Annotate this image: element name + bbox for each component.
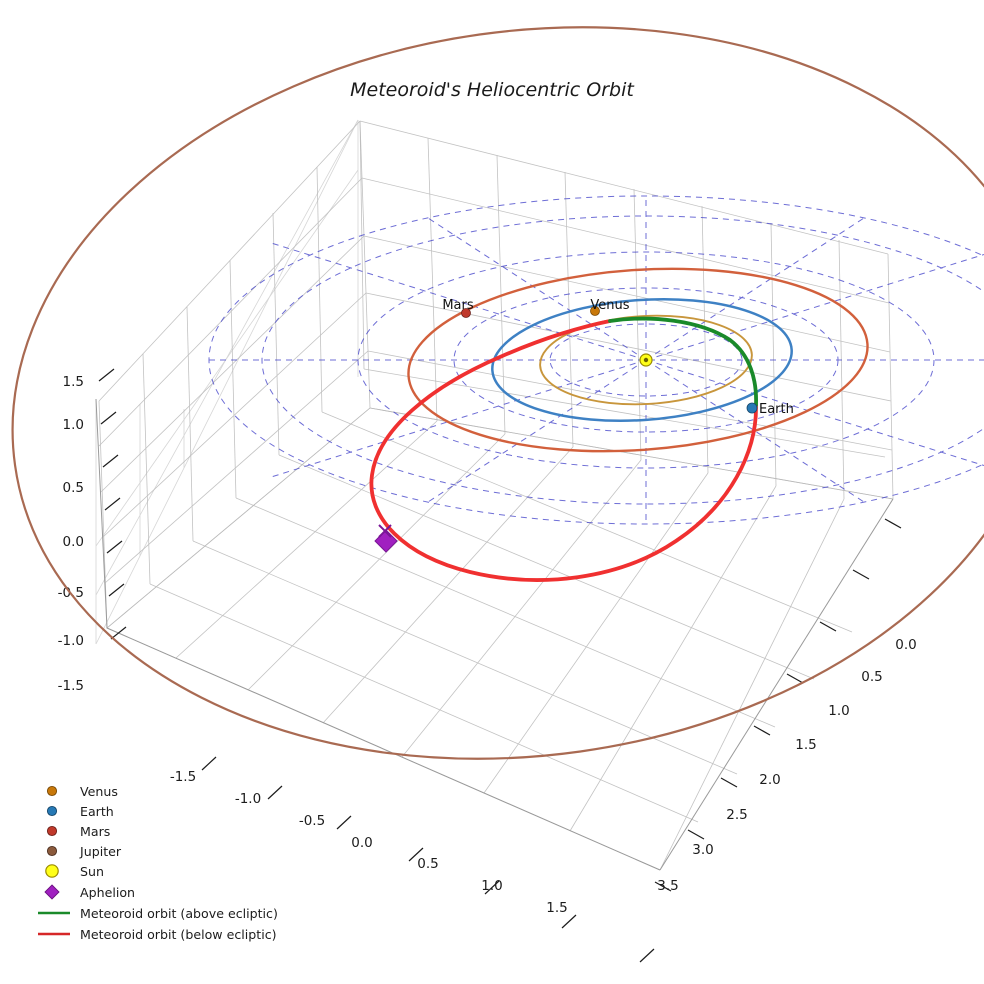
left-pane-grid: [95, 119, 359, 645]
marker-mars: [461, 308, 471, 318]
earth-orbit-path: [491, 297, 793, 423]
z-tick-label-2: 0.5: [63, 480, 84, 496]
label-mars: Mars: [442, 298, 474, 313]
label-venus: Venus: [590, 298, 629, 313]
x-axis-ticks: -1.5 -1.0 -0.5 0.0 0.5 1.0 1.5: [170, 756, 655, 963]
legend-item-mars[interactable]: Mars: [46, 824, 110, 839]
page-title: Meteoroid's Heliocentric Orbit: [350, 79, 635, 101]
legend-label-meteoroid-below: Meteoroid orbit (below ecliptic): [80, 927, 277, 942]
legend-label-aphelion: Aphelion: [80, 885, 135, 900]
x-tick-label-5: 1.0: [481, 878, 502, 894]
y-tick-label-3: 1.5: [795, 737, 816, 753]
polar-grid: [208, 195, 984, 525]
legend-marker-jupiter-icon: [46, 845, 58, 857]
meteoroid-orbit: [369, 316, 758, 582]
legend-item-meteoroid-below[interactable]: Meteoroid orbit (below ecliptic): [38, 927, 277, 942]
body-markers: Mars Venus Earth: [442, 298, 794, 417]
x-tick-label-2: -0.5: [299, 813, 325, 829]
axes3d-spines: [95, 398, 894, 871]
y-tick-label-7: 3.5: [657, 878, 678, 894]
legend-marker-venus-icon: [46, 785, 58, 797]
legend-label-sun: Sun: [80, 864, 104, 879]
venus-orbit-path: [539, 314, 753, 406]
aphelion-marker: [374, 524, 398, 553]
mars-orbit-path: [407, 267, 869, 453]
legend-item-venus[interactable]: Venus: [46, 784, 118, 799]
marker-venus: [590, 306, 600, 316]
legend-item-jupiter[interactable]: Jupiter: [46, 844, 122, 859]
legend-label-venus: Venus: [80, 784, 118, 799]
legend-label-earth: Earth: [80, 804, 114, 819]
y-axis-spine: [659, 498, 894, 871]
legend: Venus Earth Mars Jupiter Sun Aphelion: [38, 784, 278, 942]
meteoroid-orbit-below-path: [369, 319, 758, 582]
jupiter-orbit: [11, 26, 984, 760]
meteoroid-orbit-above-path: [608, 316, 758, 407]
z-axis-ticks: 1.5 1.0 0.5 0.0 -0.5 -1.0 -1.5: [58, 368, 127, 694]
legend-marker-earth-icon: [46, 805, 58, 817]
aphelion-x-icon: [378, 524, 392, 538]
legend-marker-sun-icon: [45, 864, 59, 878]
label-earth: Earth: [759, 402, 794, 417]
legend-label-jupiter: Jupiter: [79, 844, 122, 859]
marker-earth: [746, 402, 758, 414]
jupiter-orbit-path: [11, 26, 984, 760]
z-tick-label-6: -1.5: [58, 678, 84, 694]
sun-core-icon: [643, 357, 649, 363]
z-axis-spine: [95, 398, 661, 871]
x-tick-label-6: 1.5: [546, 900, 567, 916]
back-left-pane-grid: [98, 120, 371, 629]
z-tick-label-0: 1.5: [63, 374, 84, 390]
x-tick-label-4: 0.5: [417, 856, 438, 872]
y-tick-label-4: 2.0: [759, 772, 780, 788]
polar-circle-4: [261, 215, 984, 505]
z-tick-label-3: 0.0: [63, 534, 84, 550]
legend-label-meteoroid-above: Meteoroid orbit (above ecliptic): [80, 906, 278, 921]
legend-item-sun[interactable]: Sun: [45, 864, 104, 879]
y-tick-label-6: 3.0: [692, 842, 713, 858]
y-tick-label-5: 2.5: [726, 807, 747, 823]
x-tick-label-1: -1.0: [235, 791, 261, 807]
legend-marker-aphelion-icon: [44, 884, 60, 900]
planet-orbits: [407, 267, 869, 453]
y-axis-ticks: 0.0 0.5 1.0 1.5 2.0 2.5 3.0 3.5: [654, 518, 917, 894]
legend-item-aphelion[interactable]: Aphelion: [44, 884, 135, 900]
legend-item-meteoroid-above[interactable]: Meteoroid orbit (above ecliptic): [38, 906, 278, 921]
z-tick-label-1: 1.0: [63, 417, 84, 433]
x-tick-label-3: 0.0: [351, 835, 372, 851]
z-tick-label-5: -1.0: [58, 633, 84, 649]
legend-label-mars: Mars: [80, 824, 110, 839]
y-tick-label-0: 0.0: [895, 637, 916, 653]
x-tick-label-0: -1.5: [170, 769, 196, 785]
y-tick-label-2: 1.0: [828, 703, 849, 719]
legend-item-earth[interactable]: Earth: [46, 804, 114, 819]
legend-marker-mars-icon: [46, 825, 58, 837]
y-tick-label-1: 0.5: [861, 669, 882, 685]
